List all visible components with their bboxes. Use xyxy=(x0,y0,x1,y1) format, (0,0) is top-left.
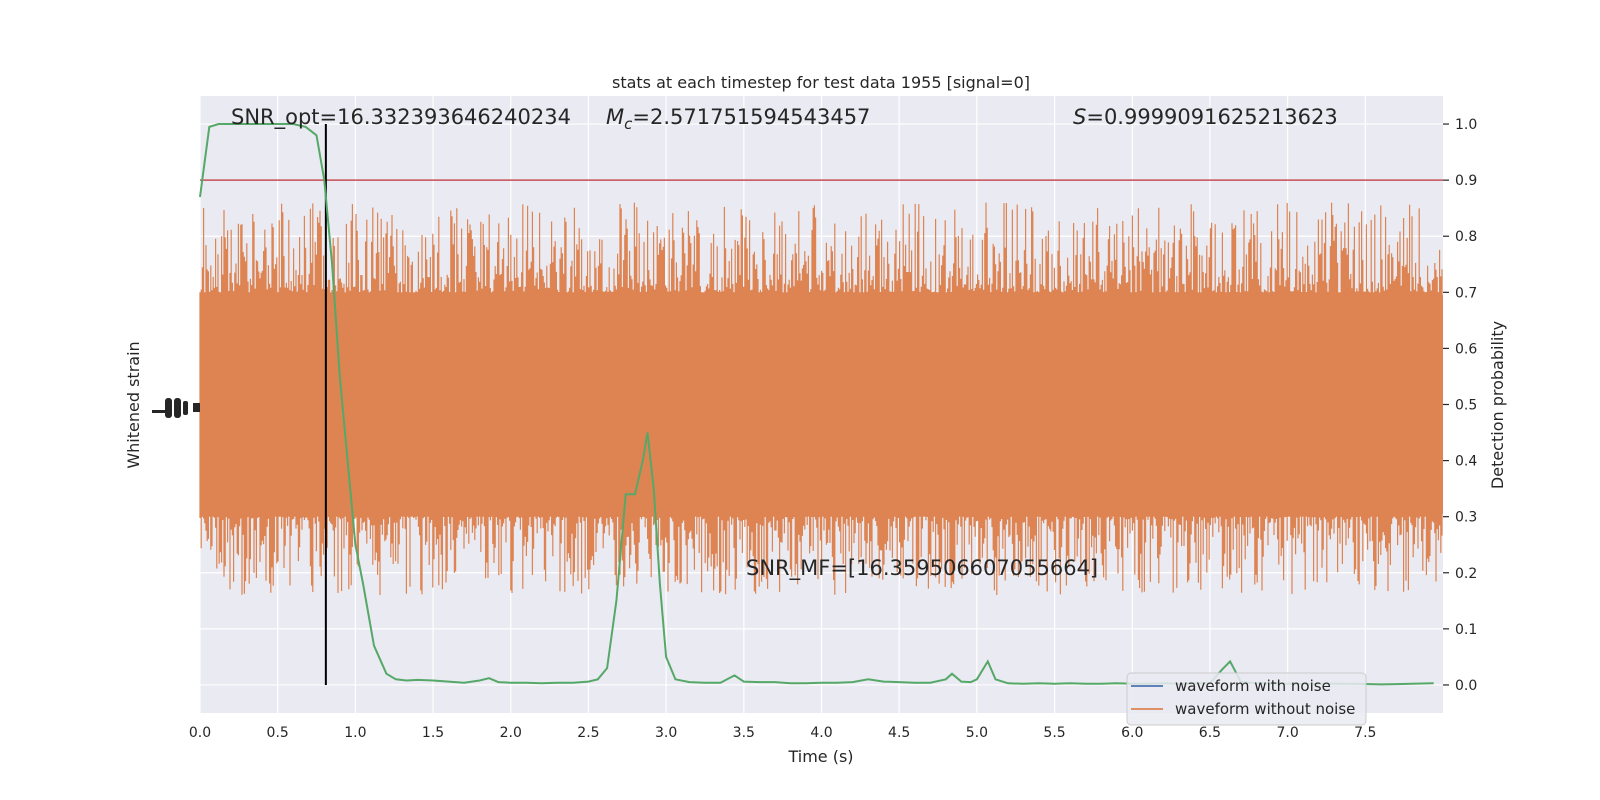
y-tick-label: 0.6 xyxy=(1455,341,1477,357)
x-tick-label: 0.5 xyxy=(267,725,289,741)
x-tick-label: 6.5 xyxy=(1199,725,1221,741)
y-tick-label: 0.4 xyxy=(1455,454,1477,470)
x-tick-label: 3.0 xyxy=(655,725,677,741)
y-tick-label: 0.1 xyxy=(1455,622,1477,638)
x-tick-label: 7.5 xyxy=(1354,725,1376,741)
snr-mf-annotation: SNR_MF=[16.359506607055664] xyxy=(746,556,1098,581)
x-tick-label: 2.5 xyxy=(577,725,599,741)
left-axis-tick-cluster xyxy=(152,398,200,418)
legend: waveform with noise waveform without noi… xyxy=(1126,672,1367,726)
x-axis-label: Time (s) xyxy=(787,747,853,766)
x-tick-label: 6.0 xyxy=(1121,725,1143,741)
legend-label-with-noise: waveform with noise xyxy=(1175,677,1331,695)
x-tick-label: 3.5 xyxy=(733,725,755,741)
left-axis-label: Whitened strain xyxy=(124,341,143,468)
x-tick-label: 1.0 xyxy=(344,725,366,741)
y-tick-label: 0.9 xyxy=(1455,173,1477,189)
x-tick-label: 7.0 xyxy=(1276,725,1298,741)
right-axis-label: Detection probability xyxy=(1488,321,1507,489)
y-tick-label: 0.8 xyxy=(1455,229,1477,245)
y-tick-label: 0.0 xyxy=(1455,678,1477,694)
snr-opt-annotation: SNR_opt=16.332393646240234 xyxy=(231,105,571,130)
legend-label-without-noise: waveform without noise xyxy=(1175,700,1355,718)
x-tick-label: 2.0 xyxy=(500,725,522,741)
chart-title: stats at each timestep for test data 195… xyxy=(612,73,1030,92)
x-tick-label: 1.5 xyxy=(422,725,444,741)
overlap-annotation: S=0.9999091625213623 xyxy=(1073,105,1338,129)
x-tick-label: 0.0 xyxy=(189,725,211,741)
x-tick-label: 4.0 xyxy=(810,725,832,741)
y-axis-right-ticks: 0.0 0.1 0.2 0.3 0.4 0.5 0.6 0.7 0.8 0.9 1.0 xyxy=(1443,117,1477,694)
y-tick-label: 0.5 xyxy=(1455,398,1477,414)
x-axis-ticks: 0.0 0.5 1.0 1.5 2.0 2.5 3.0 3.5 4.0 4.5 5.0 5.5 6.0 6… xyxy=(189,725,1377,741)
y-tick-label: 0.3 xyxy=(1455,510,1477,526)
x-tick-label: 4.5 xyxy=(888,725,910,741)
chirp-mass-annotation: Mc=2.571751594543457 xyxy=(606,105,870,133)
legend-box xyxy=(1126,672,1367,726)
y-tick-label: 0.2 xyxy=(1455,566,1477,582)
y-tick-label: 0.7 xyxy=(1455,285,1477,301)
x-tick-label: 5.0 xyxy=(966,725,988,741)
series-waveform-without-noise xyxy=(199,202,1443,595)
y-tick-label: 1.0 xyxy=(1455,117,1477,133)
x-tick-label: 5.5 xyxy=(1043,725,1065,741)
